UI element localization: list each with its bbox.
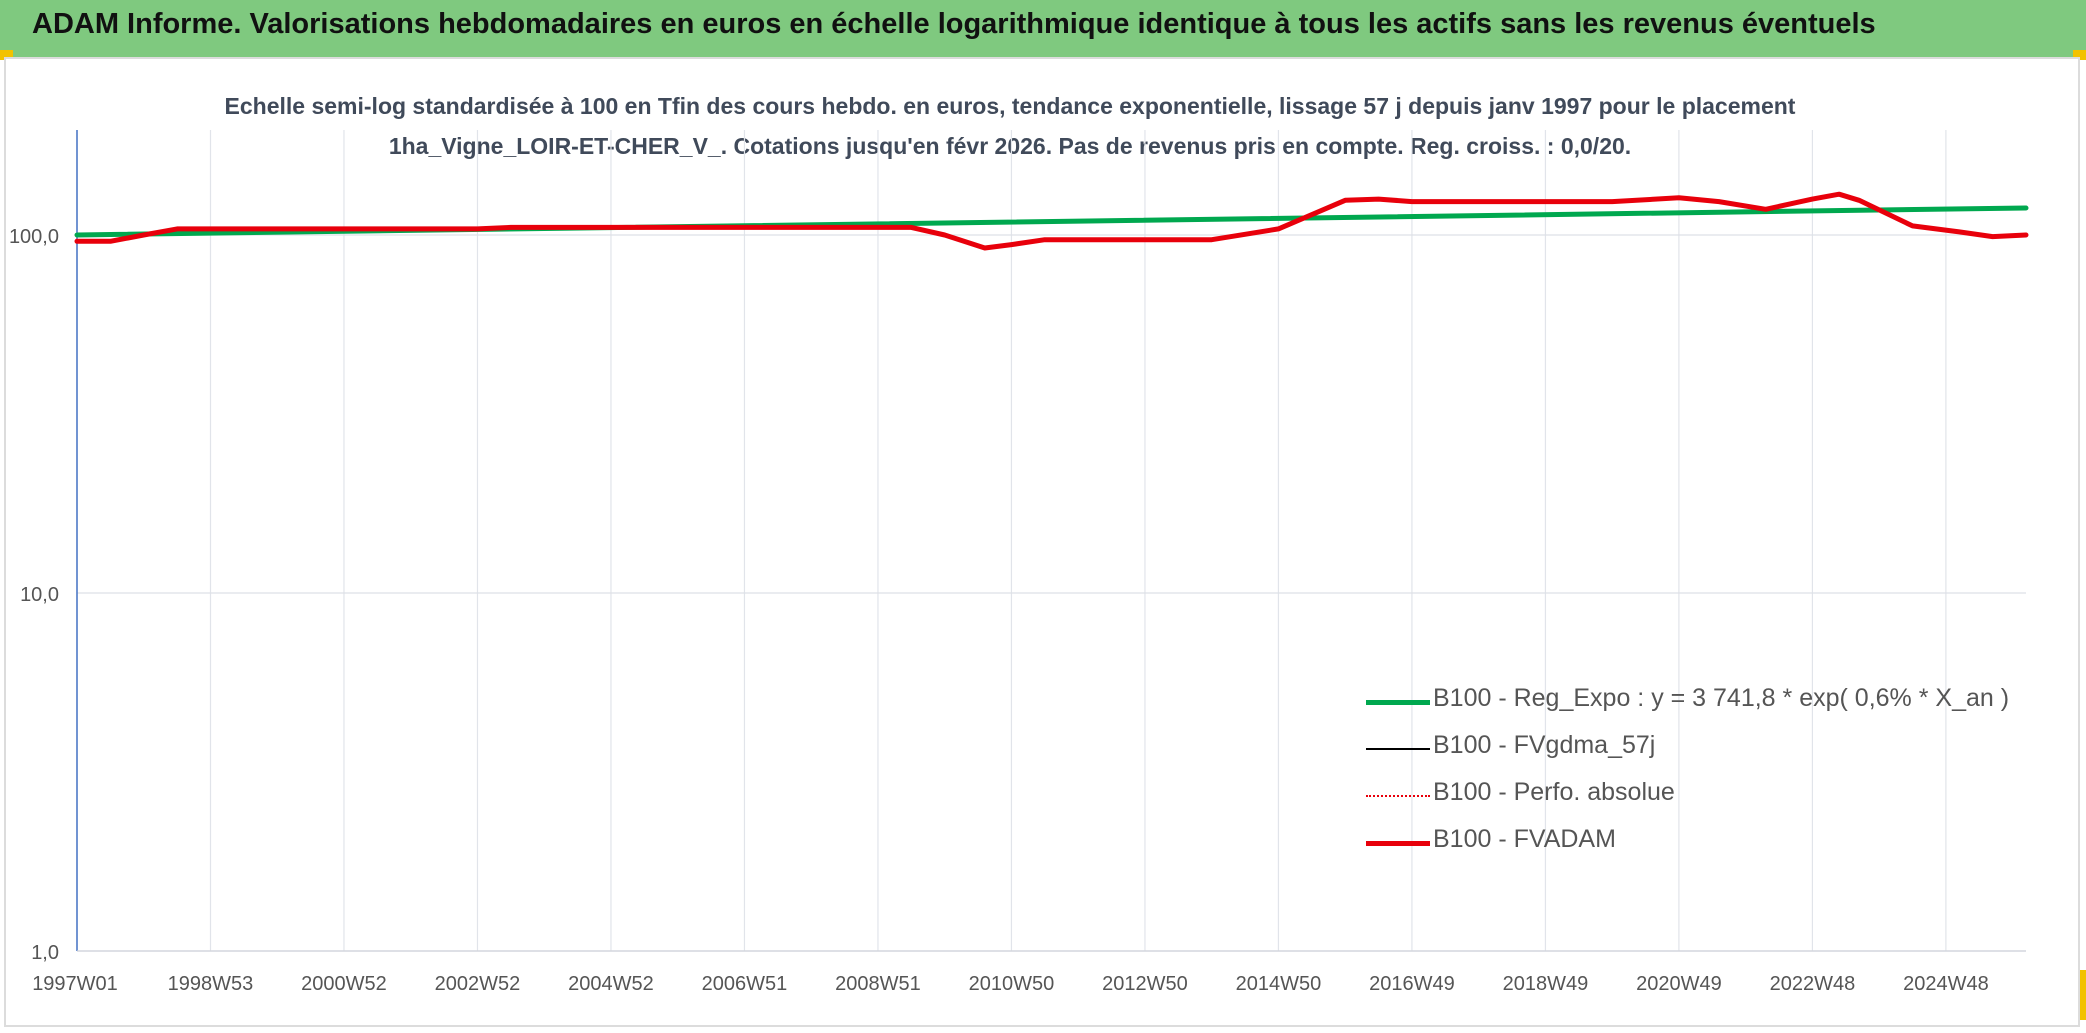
x-tick-label: 1998W53 — [168, 973, 254, 995]
x-tick-label: 2020W49 — [1636, 973, 1722, 995]
x-tick-label: 1997W01 — [32, 973, 118, 995]
legend-swatch — [1366, 748, 1430, 750]
legend-swatch — [1366, 795, 1430, 797]
legend-swatch — [1366, 840, 1430, 846]
corner-marker-tl — [0, 50, 13, 60]
y-tick-label: 1,0 — [31, 942, 59, 964]
series-line — [74, 191, 2029, 251]
corner-marker-tr — [2073, 50, 2086, 60]
legend-swatch — [1366, 699, 1430, 705]
y-tick-label: 10,0 — [20, 584, 59, 606]
legend-item: B100 - Perfo. absolue — [1366, 774, 2066, 821]
x-tick-label: 2004W52 — [568, 973, 654, 995]
legend-label: B100 - FVgdma_57j — [1433, 731, 1656, 759]
legend-label: B100 - Perfo. absolue — [1433, 778, 1675, 806]
legend-item: B100 - FVgdma_57j — [1366, 727, 2066, 774]
x-tick-label: 2016W49 — [1369, 973, 1455, 995]
x-tick-label: 2002W52 — [435, 973, 521, 995]
x-tick-label: 2000W52 — [301, 973, 387, 995]
legend-label: B100 - Reg_Expo : y = 3 741,8 * exp( 0,6… — [1433, 684, 2010, 712]
x-tick-label: 2010W50 — [969, 973, 1055, 995]
x-tick-label: 2014W50 — [1236, 973, 1322, 995]
chart-legend: B100 - Reg_Expo : y = 3 741,8 * exp( 0,6… — [1366, 680, 2066, 868]
corner-marker-br — [2080, 970, 2086, 1020]
y-tick-label: 100,0 — [9, 226, 59, 248]
x-tick-label: 2008W51 — [835, 973, 921, 995]
x-tick-label: 2012W50 — [1102, 973, 1188, 995]
chart-frame — [4, 57, 2080, 1027]
x-tick-label: 2018W49 — [1503, 973, 1589, 995]
legend-item: B100 - Reg_Expo : y = 3 741,8 * exp( 0,6… — [1366, 680, 2066, 727]
x-tick-label: 2006W51 — [702, 973, 788, 995]
x-tick-label: 2022W48 — [1770, 973, 1856, 995]
header-bar: ADAM Informe. Valorisations hebdomadaire… — [0, 0, 2086, 57]
x-tick-label: 2024W48 — [1903, 973, 1989, 995]
page-title: ADAM Informe. Valorisations hebdomadaire… — [32, 8, 1876, 40]
chart-title: Echelle semi-log standardisée à 100 en T… — [224, 93, 1796, 159]
legend-label: B100 - FVADAM — [1433, 825, 1616, 853]
legend-item: B100 - FVADAM — [1366, 821, 2066, 868]
